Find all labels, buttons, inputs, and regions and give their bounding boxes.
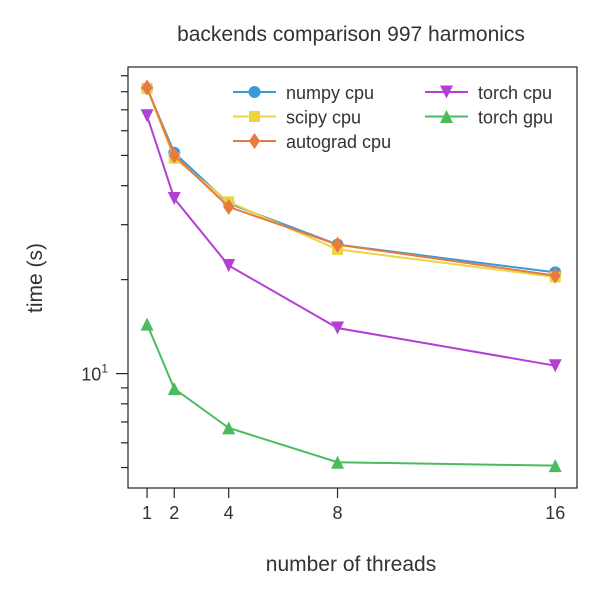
x-tick-label: 2 — [169, 503, 179, 523]
y-axis-label: time (s) — [24, 243, 47, 313]
data-point — [223, 198, 235, 215]
legend-label: torch gpu — [478, 108, 553, 128]
data-point — [331, 321, 345, 335]
legend-label: scipy cpu — [286, 108, 361, 128]
data-point — [549, 267, 561, 284]
axis-ticks: 1 2 4 8 16 101 — [81, 75, 565, 523]
data-point — [140, 109, 154, 123]
legend: numpy cpu scipy cpu autograd cpu torch cpu t… — [233, 83, 553, 152]
data-point — [167, 382, 181, 396]
legend-marker — [440, 85, 453, 99]
data-point — [140, 317, 154, 331]
legend-item: autograd cpu — [233, 132, 391, 152]
legend-item: scipy cpu — [233, 108, 361, 128]
data-point — [222, 421, 236, 435]
legend-marker — [440, 110, 453, 123]
x-tick-label: 4 — [224, 503, 234, 523]
series-group — [140, 79, 562, 473]
x-axis-label: number of threads — [266, 553, 436, 576]
series-line — [146, 115, 556, 367]
x-tick-label: 1 — [142, 503, 152, 523]
series-torch-gpu — [140, 317, 562, 473]
plot-frame — [127, 66, 578, 489]
legend-marker — [249, 111, 260, 122]
x-tick-label: 16 — [545, 503, 565, 523]
legend-label: numpy cpu — [286, 83, 374, 103]
legend-label: torch cpu — [478, 83, 552, 103]
legend-item: torch cpu — [425, 83, 552, 103]
y-tick-label: 101 — [81, 362, 108, 385]
series-line — [146, 323, 556, 467]
legend-label: autograd cpu — [286, 132, 391, 152]
data-point — [141, 79, 153, 96]
series-torch-cpu — [140, 109, 562, 373]
series-autograd-cpu — [141, 79, 561, 284]
x-tick-label: 8 — [333, 503, 343, 523]
data-point — [167, 191, 181, 205]
chart-title: backends comparison 997 harmonics — [177, 23, 525, 46]
data-point — [331, 455, 345, 469]
data-point — [548, 459, 562, 473]
legend-marker — [248, 86, 261, 98]
data-point — [168, 147, 180, 164]
data-point — [548, 359, 562, 373]
legend-item: torch gpu — [425, 108, 553, 128]
legend-marker — [249, 133, 260, 149]
data-point — [222, 258, 236, 272]
legend-item: numpy cpu — [233, 83, 374, 103]
data-point — [332, 236, 344, 253]
